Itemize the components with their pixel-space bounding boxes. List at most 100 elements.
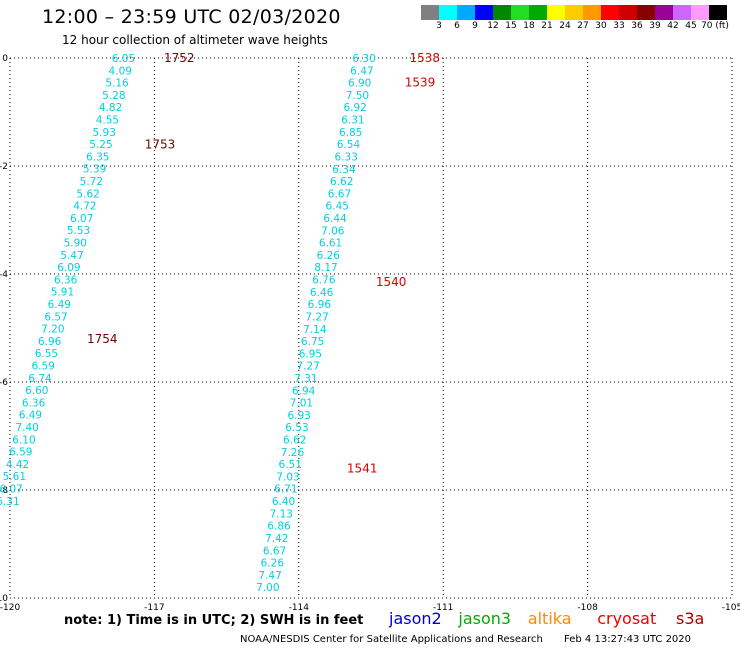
legend-label: 21 <box>541 21 553 31</box>
color-legend-labels: 3 6 9 12 15 18 21 24 27 30 33 36 39 42 45 70 (ft) <box>421 21 740 33</box>
x-tick-label: -108 <box>577 603 598 613</box>
legend-label: 70 (ft) <box>701 21 729 31</box>
legend-label: 39 <box>649 21 661 31</box>
x-tick-label: -120 <box>0 603 20 613</box>
legend-swatch <box>565 5 583 20</box>
wave-height-value: 7.50 <box>346 90 369 102</box>
wave-height-value: 6.57 <box>44 311 67 323</box>
wave-height-value: 6.46 <box>310 287 334 299</box>
satellite-altika: altika <box>527 609 572 628</box>
wave-height-value: 6.49 <box>19 410 42 422</box>
time-label: 1754 <box>87 332 118 346</box>
wave-height-value: 6.31 <box>341 115 364 127</box>
y-tick-label: -8 <box>0 486 8 496</box>
legend-label: 36 <box>631 21 643 31</box>
legend-swatch <box>529 5 547 20</box>
wave-height-value: 6.95 <box>299 348 322 360</box>
wave-height-value: 6.86 <box>267 521 291 533</box>
wave-height-value: 8.17 <box>314 262 337 274</box>
wave-height-value: 5.72 <box>80 176 103 188</box>
y-tick-label: 0 <box>2 54 8 64</box>
wave-height-value: 6.62 <box>330 176 353 188</box>
wave-height-value: 6.55 <box>35 348 58 360</box>
wave-height-value: 6.44 <box>323 213 347 225</box>
legend-label: 30 <box>595 21 607 31</box>
wave-height-value: 6.36 <box>54 274 78 286</box>
time-label: 1753 <box>145 137 176 151</box>
footer: NOAA/NESDIS Center for Satellite Applica… <box>240 634 691 645</box>
wave-height-value: 6.61 <box>319 238 342 250</box>
wave-height-value: 6.51 <box>279 459 302 471</box>
wave-height-value: 6.26 <box>261 558 285 570</box>
legend-swatch <box>637 5 655 20</box>
legend-label: 27 <box>577 21 589 31</box>
satellite-s3a: s3a <box>676 609 705 628</box>
wave-height-value: 6.96 <box>38 336 62 348</box>
wave-height-value: 6.67 <box>263 545 286 557</box>
wave-height-value: 7.27 <box>296 361 319 373</box>
y-tick-label: -10 <box>0 594 8 604</box>
legend-label: 18 <box>523 21 535 31</box>
legend-label: 6 <box>454 21 460 31</box>
legend-swatch <box>493 5 511 20</box>
x-tick-label: -117 <box>144 603 164 613</box>
legend-swatch <box>619 5 637 20</box>
wave-height-value: 6.85 <box>339 127 362 139</box>
wave-height-value: 7.42 <box>265 533 288 545</box>
wave-height-value: 7.47 <box>258 570 281 582</box>
wave-height-value: 6.33 <box>335 151 358 163</box>
wave-height-value: 6.45 <box>326 201 349 213</box>
legend-label: 24 <box>559 21 571 31</box>
wave-height-value: 7.06 <box>321 225 345 237</box>
wave-height-value: 6.10 <box>12 434 35 446</box>
y-tick-label: -2 <box>0 162 8 172</box>
legend-swatch <box>475 5 493 20</box>
wave-height-value: 6.35 <box>86 151 109 163</box>
wave-height-value: 5.16 <box>105 78 129 90</box>
wave-height-value: 5.93 <box>93 127 116 139</box>
satellite-jason3: jason3 <box>458 609 512 628</box>
wave-height-value: 6.54 <box>337 139 361 151</box>
color-legend <box>421 5 727 20</box>
legend-label: 12 <box>487 21 499 31</box>
wave-height-value: 6.30 <box>352 53 375 65</box>
footer-timestamp: Feb 4 13:27:43 UTC 2020 <box>564 634 692 645</box>
legend-swatch <box>439 5 457 20</box>
wave-height-value: 6.40 <box>272 496 295 508</box>
time-label: 1538 <box>410 51 441 65</box>
wave-height-value: 4.82 <box>99 102 122 114</box>
wave-height-value: 6.75 <box>301 336 324 348</box>
wave-height-value: 5.28 <box>102 90 125 102</box>
time-label: 1541 <box>347 461 378 475</box>
x-tick-label: -111 <box>433 603 453 613</box>
wave-height-value: 7.26 <box>281 447 305 459</box>
legend-label: 45 <box>685 21 697 31</box>
satellite-jason2: jason2 <box>389 609 442 628</box>
wave-height-value: 5.25 <box>89 139 112 151</box>
legend-swatch <box>511 5 529 20</box>
legend-swatch <box>709 5 727 20</box>
wave-height-value: 6.62 <box>283 435 306 447</box>
wave-height-value: 6.09 <box>57 262 80 274</box>
wave-height-value: 6.90 <box>348 78 371 90</box>
wave-height-value: 5.62 <box>76 188 99 200</box>
note-text: note: 1) Time is in UTC; 2) SWH is in fe… <box>64 613 364 628</box>
legend-swatch <box>655 5 673 20</box>
x-tick-label: -105 <box>722 603 740 613</box>
wave-height-value: 6.76 <box>312 275 336 287</box>
wave-height-value: 7.01 <box>290 398 313 410</box>
wave-height-value: 6.31 <box>0 496 20 508</box>
legend-swatch <box>421 5 439 20</box>
satellite-cryosat: cryosat <box>597 609 657 628</box>
wave-height-value: 6.07 <box>0 484 23 496</box>
wave-height-value: 5.91 <box>51 287 74 299</box>
wave-height-value: 4.72 <box>73 201 96 213</box>
wave-height-value: 6.47 <box>350 65 373 77</box>
legend-label: 3 <box>436 21 442 31</box>
wave-height-value: 7.14 <box>303 324 327 336</box>
wave-height-value: 6.36 <box>22 397 46 409</box>
y-tick-label: -6 <box>0 378 8 388</box>
legend-swatch <box>583 5 601 20</box>
